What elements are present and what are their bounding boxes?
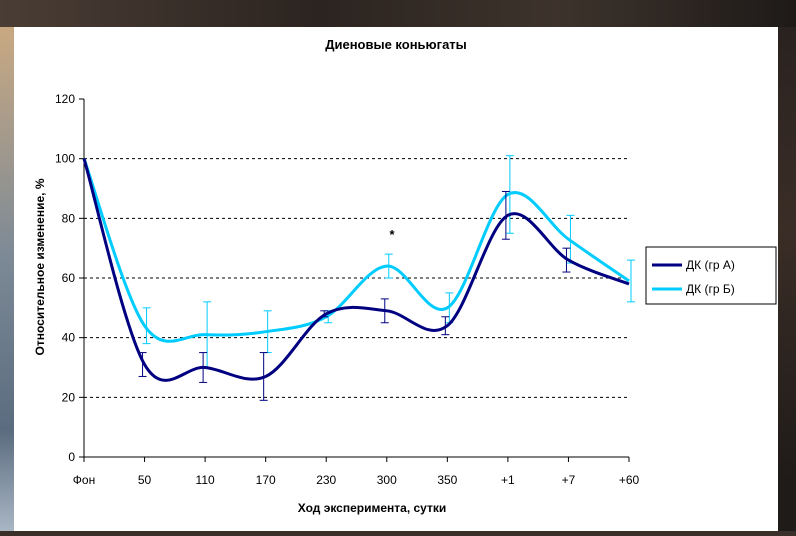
legend-entry: ДК (гр А) [686,258,735,272]
chart-panel: Диеновые коньюгаты Относительное изменен… [14,27,778,531]
x-tick-label: +7 [562,473,576,487]
legend: ДК (гр А) ДК (гр Б) [645,246,777,305]
x-tick-label: 350 [437,473,457,487]
y-axis-label: Относительное изменение, % [33,178,47,355]
grid-lines [84,158,629,398]
x-tick-label: 110 [196,473,215,487]
y-ticks: 0 20 40 60 80 100 120 [55,92,84,464]
significance-annotation: * [389,227,395,242]
background-top [0,0,796,27]
x-tick-label: 300 [377,473,397,487]
chart: Диеновые коньюгаты Относительное изменен… [33,37,777,515]
series-group [82,155,635,401]
legend-box [645,246,777,305]
background-right [778,27,796,531]
legend-entry: ДК (гр Б) [686,282,735,296]
y-tick-label: 20 [62,390,76,404]
x-ticks: Фон 50 110 170 230 300 350 +1 +7 +60 [73,457,640,487]
y-tick-label: 40 [62,331,76,345]
y-tick-label: 100 [55,152,75,166]
series-line [82,158,630,382]
y-tick-label: 120 [55,92,75,106]
x-tick-label: Фон [73,473,95,487]
y-tick-label: 80 [62,211,76,225]
x-tick-label: +1 [501,473,515,487]
x-axis-label: Ход эксперимента, сутки [298,501,447,515]
x-tick-label: 230 [316,473,336,487]
x-tick-label: 170 [256,473,276,487]
y-tick-label: 60 [62,271,76,285]
x-tick-label: 50 [138,473,152,487]
chart-title: Диеновые коньюгаты [325,37,467,52]
series-line [82,158,630,343]
background-left [0,27,14,531]
y-tick-label: 0 [68,450,75,464]
x-tick-label: +60 [619,473,640,487]
